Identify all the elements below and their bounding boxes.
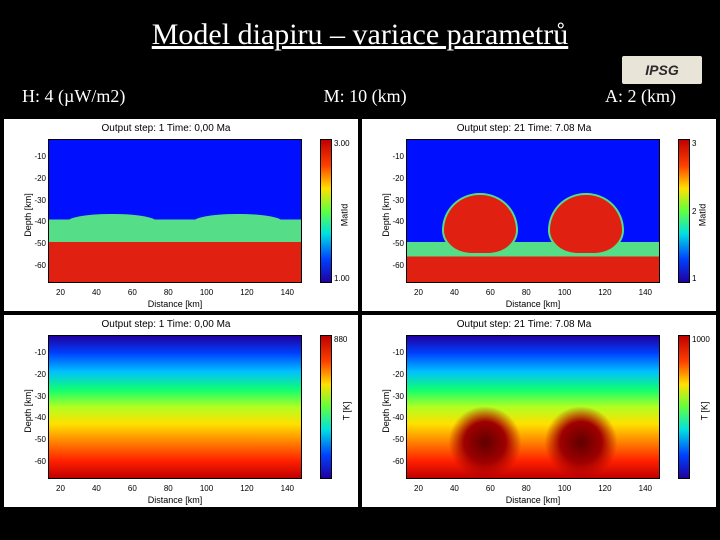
x-ticks: 20406080100120140 [48, 484, 302, 493]
panel-temperature-initial: Output step: 1 Time: 0,00 Ma Depth [km] … [4, 315, 358, 507]
plot-area [406, 139, 660, 283]
x-axis-label: Distance [km] [406, 299, 660, 309]
hotspot [543, 407, 619, 478]
panel-title: Output step: 21 Time: 7.08 Ma [362, 123, 686, 134]
panel-material-final: Output step: 21 Time: 7.08 Ma Depth [km]… [362, 119, 716, 311]
y-ticks: -10-20-30-40-50-60 [20, 335, 46, 479]
y-ticks: -10-20-30-40-50-60 [378, 139, 404, 283]
plot-area [48, 335, 302, 479]
colorbar [678, 335, 690, 479]
panel-temperature-final: Output step: 21 Time: 7.08 Ma Depth [km]… [362, 315, 716, 507]
param-h: H: 4 (µW/m2) [22, 86, 125, 107]
colorbar-label: MatId [340, 204, 350, 227]
x-axis-label: Distance [km] [48, 495, 302, 505]
hotspot [447, 407, 523, 478]
colorbar-label: MatId [698, 204, 708, 227]
x-axis-label: Distance [km] [406, 495, 660, 505]
colorbar [320, 335, 332, 479]
colorbar-label: T [K] [342, 402, 352, 421]
param-m: M: 10 (km) [324, 86, 407, 107]
y-ticks: -10-20-30-40-50-60 [20, 139, 46, 283]
panel-title: Output step: 1 Time: 0,00 Ma [4, 123, 328, 134]
param-a: A: 2 (km) [605, 86, 676, 107]
colorbar [320, 139, 332, 283]
panel-title: Output step: 1 Time: 0,00 Ma [4, 319, 328, 330]
x-axis-label: Distance [km] [48, 299, 302, 309]
parameter-row: H: 4 (µW/m2) M: 10 (km) A: 2 (km) [0, 56, 720, 117]
x-ticks: 20406080100120140 [48, 288, 302, 297]
chart-grid: Output step: 1 Time: 0,00 Ma Depth [km] … [0, 117, 720, 507]
colorbar [678, 139, 690, 283]
x-ticks: 20406080100120140 [406, 288, 660, 297]
plot-area [48, 139, 302, 283]
colorbar-label: T [K] [700, 402, 710, 421]
x-ticks: 20406080100120140 [406, 484, 660, 493]
panel-material-initial: Output step: 1 Time: 0,00 Ma Depth [km] … [4, 119, 358, 311]
diapir-shape [548, 193, 624, 255]
diapir-shape [442, 193, 518, 255]
y-ticks: -10-20-30-40-50-60 [378, 335, 404, 479]
page-title: Model diapiru – variace parametrů [0, 0, 720, 56]
logo-badge: IPSG [622, 56, 702, 84]
panel-title: Output step: 21 Time: 7.08 Ma [362, 319, 686, 330]
plot-area [406, 335, 660, 479]
